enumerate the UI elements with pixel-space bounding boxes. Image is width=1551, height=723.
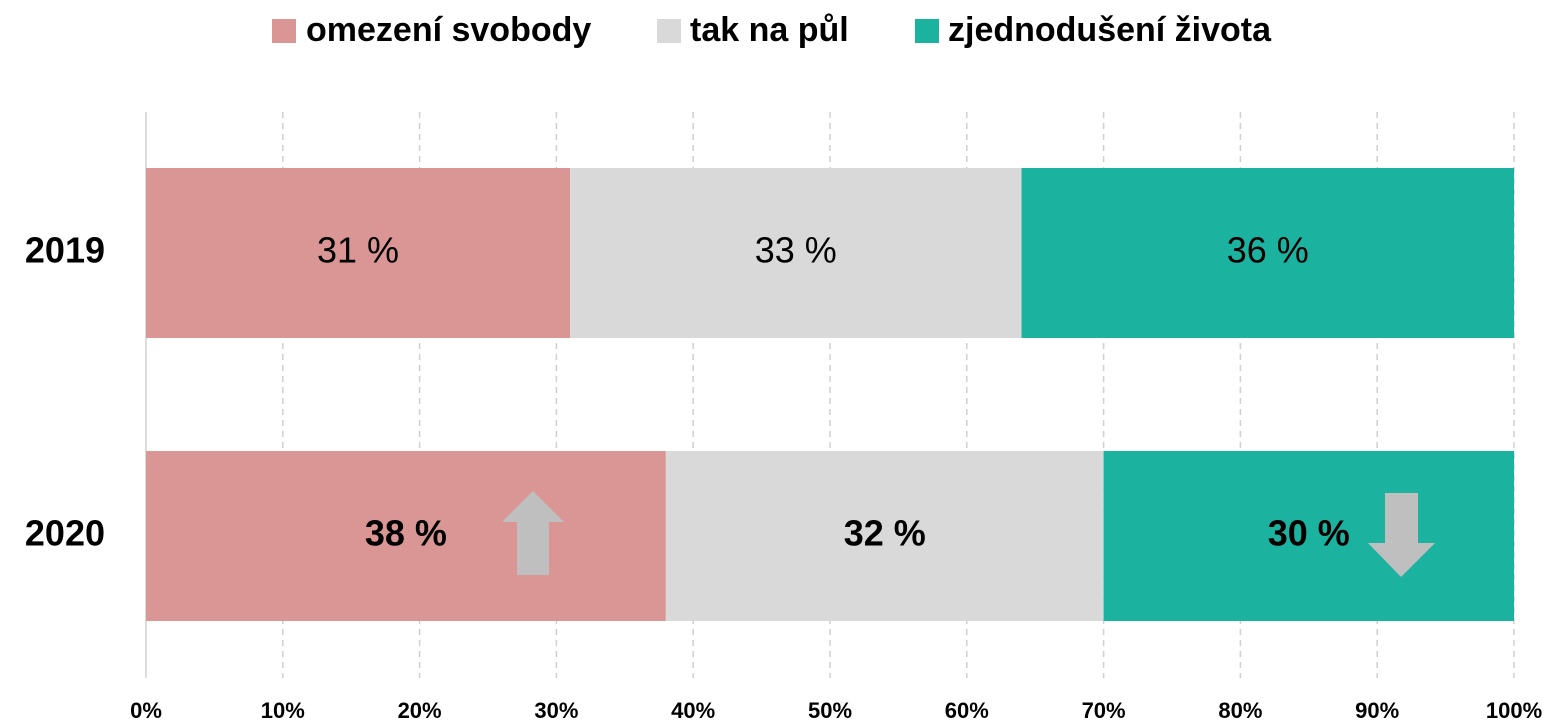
- legend-label: omezení svobody: [306, 11, 591, 49]
- legend-swatch: [915, 19, 939, 43]
- legend-label: tak na půl: [690, 11, 849, 49]
- down-arrow: [1368, 493, 1435, 577]
- x-tick-label: 80%: [1218, 698, 1262, 723]
- value-label: 30 %: [1268, 513, 1350, 554]
- y-tick-label: 2019: [25, 230, 105, 271]
- value-label: 33 %: [755, 230, 837, 271]
- value-label: 31 %: [317, 230, 399, 271]
- x-tick-label: 60%: [945, 698, 989, 723]
- bar-segment: [146, 451, 666, 621]
- value-label: 38 %: [365, 513, 447, 554]
- x-tick-label: 70%: [1082, 698, 1126, 723]
- x-tick-label: 40%: [671, 698, 715, 723]
- value-label: 32 %: [844, 513, 926, 554]
- bar-segment: [665, 451, 1104, 621]
- value-label: 36 %: [1227, 230, 1309, 271]
- bar-segment: [570, 168, 1022, 338]
- annotation-arrows: [502, 491, 1435, 577]
- x-tick-label: 100%: [1486, 698, 1542, 723]
- x-tick-label: 30%: [534, 698, 578, 723]
- y-tick-label: 2020: [25, 513, 105, 554]
- bar-segment: [1021, 168, 1514, 338]
- bar-segment: [146, 168, 571, 338]
- legend-label: zjednodušení života: [948, 11, 1272, 49]
- x-tick-label: 50%: [808, 698, 852, 723]
- up-arrow: [502, 491, 564, 575]
- bar-segment: [1103, 451, 1514, 621]
- x-tick-label: 20%: [398, 698, 442, 723]
- x-tick-label: 90%: [1355, 698, 1399, 723]
- x-tick-label: 10%: [261, 698, 305, 723]
- legend-swatch: [657, 19, 681, 43]
- legend-swatch: [272, 19, 296, 43]
- x-tick-label: 0%: [130, 698, 162, 723]
